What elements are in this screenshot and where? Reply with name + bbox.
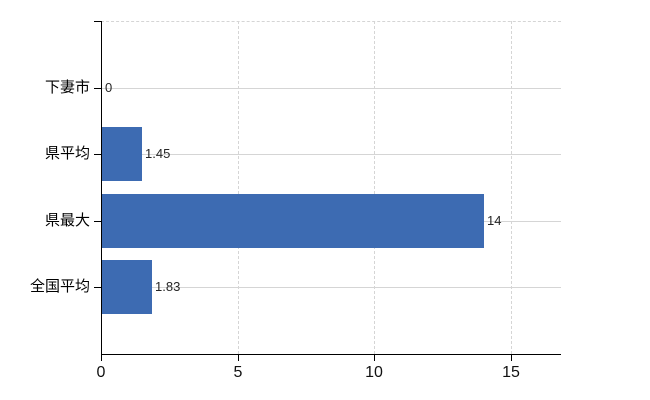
gridline-horizontal — [101, 287, 561, 288]
y-axis-tick — [94, 88, 101, 89]
category-label: 全国平均 — [29, 278, 90, 295]
bar-value-label: 1.83 — [155, 279, 181, 294]
y-axis-tick — [94, 154, 101, 155]
x-axis-line — [101, 354, 561, 355]
bar-value-label: 1.45 — [145, 146, 171, 161]
x-tick-label: 10 — [365, 364, 383, 381]
x-tick-label: 0 — [96, 364, 106, 381]
y-axis-top-tick — [94, 21, 101, 22]
bar — [102, 127, 142, 181]
gridline-horizontal — [101, 154, 561, 155]
x-tick-label: 15 — [502, 364, 520, 381]
bar — [102, 260, 152, 314]
gridline-vertical-15 — [511, 21, 512, 354]
plot-top-border — [101, 21, 561, 22]
bar — [102, 194, 484, 248]
x-tick-label: 5 — [233, 364, 243, 381]
x-axis-tick — [101, 355, 102, 361]
y-axis-tick — [94, 287, 101, 288]
y-axis-line — [101, 21, 102, 355]
gridline-horizontal — [101, 88, 561, 89]
category-label: 県平均 — [44, 145, 90, 162]
x-axis-tick — [374, 355, 375, 361]
x-axis-tick — [238, 355, 239, 361]
category-label: 下妻市 — [44, 79, 90, 96]
bar-value-label: 14 — [487, 213, 502, 228]
x-axis-tick — [511, 355, 512, 361]
bar-value-label: 0 — [105, 80, 113, 95]
category-label: 県最大 — [44, 212, 90, 229]
gridline-vertical-10 — [374, 21, 375, 354]
gridline-vertical-5 — [238, 21, 239, 354]
y-axis-tick — [94, 221, 101, 222]
